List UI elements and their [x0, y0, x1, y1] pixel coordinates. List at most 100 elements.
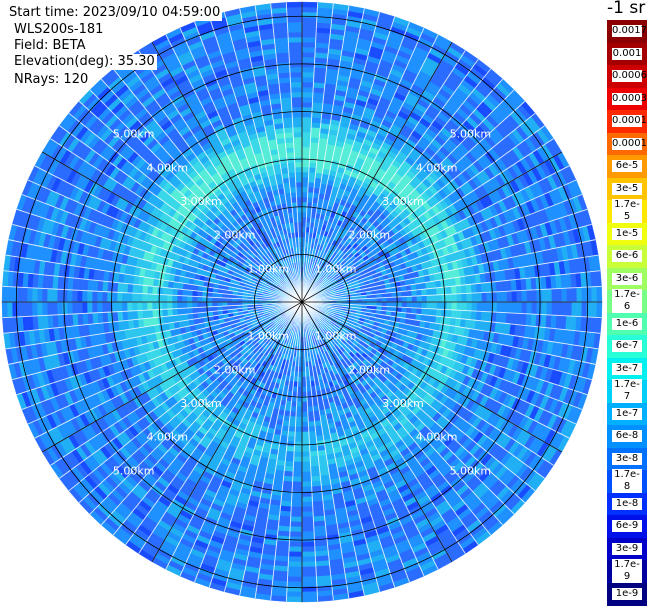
- range-gate: [301, 416, 309, 423]
- range-gate: [284, 465, 294, 472]
- range-gate: [485, 311, 492, 323]
- range-gate: [396, 296, 403, 303]
- range-gate: [301, 541, 316, 548]
- range-gate: [293, 451, 303, 458]
- range-gate: [411, 289, 418, 297]
- range-gate: [301, 421, 309, 428]
- range-gate: [292, 471, 303, 478]
- range-gate: [455, 309, 462, 319]
- range-gate: [436, 308, 443, 317]
- range-gate: [307, 186, 315, 193]
- range-gate: [421, 288, 428, 296]
- range-gate: [294, 431, 303, 438]
- range-gate: [511, 301, 518, 314]
- range-gate: [301, 81, 314, 88]
- range-gate: [476, 301, 483, 312]
- range-gate: [293, 446, 303, 453]
- range-gate: [301, 446, 311, 453]
- range-gate: [297, 386, 303, 393]
- range-gate: [536, 289, 543, 303]
- range-gate: [289, 531, 303, 538]
- range-gate: [288, 426, 296, 433]
- range-gate: [466, 301, 473, 312]
- range-gate: [506, 301, 513, 314]
- range-gate: [286, 596, 303, 603]
- range-gate: [309, 151, 318, 159]
- range-gate: [310, 465, 320, 472]
- range-gate: [308, 171, 316, 178]
- range-gate: [436, 287, 443, 296]
- range-gate: [307, 416, 315, 423]
- range-gate: [310, 475, 322, 482]
- range-gate: [282, 475, 294, 482]
- range-gate: [288, 556, 303, 563]
- range-gate: [310, 132, 320, 139]
- range-gate: [301, 206, 308, 213]
- range-gate: [282, 480, 293, 487]
- range-gate: [285, 455, 295, 462]
- range-gate: [288, 546, 303, 553]
- range-gate: [476, 292, 483, 303]
- range-gate: [445, 286, 453, 295]
- range-gate: [386, 297, 393, 303]
- range-gate: [301, 121, 312, 128]
- range-gate: [426, 294, 433, 303]
- range-gate: [283, 470, 294, 477]
- range-gate: [301, 211, 307, 218]
- range-gate: [301, 41, 316, 48]
- range-gate: [301, 531, 315, 538]
- range-gate: [506, 290, 513, 303]
- range-gate: [486, 301, 493, 313]
- range-gate: [595, 270, 602, 287]
- range-gate: [301, 171, 310, 178]
- range-gate: [301, 151, 311, 158]
- range-gate: [546, 288, 553, 303]
- range-gate: [301, 66, 315, 73]
- range-gate: [301, 471, 312, 478]
- range-gate: [309, 450, 319, 458]
- range-gate: [286, 445, 295, 453]
- range-gate: [301, 496, 313, 503]
- range-gate: [301, 111, 313, 118]
- range-gate: [301, 386, 307, 393]
- range-gate: [317, 2, 334, 9]
- range-gate: [465, 310, 472, 320]
- range-gate: [284, 460, 294, 467]
- range-gate: [416, 295, 423, 303]
- range-gate: [451, 301, 458, 311]
- range-gate: [426, 288, 433, 296]
- range-gate: [496, 291, 503, 303]
- range-gate: [516, 301, 523, 314]
- range-gate: [286, 591, 303, 598]
- range-gate: [531, 301, 538, 315]
- range-gate: [411, 295, 418, 303]
- range-gate: [307, 181, 315, 188]
- range-gate: [290, 521, 303, 528]
- range-gate: [301, 571, 317, 578]
- range-gate: [591, 301, 598, 318]
- range-gate: [386, 301, 393, 307]
- range-gate: [301, 596, 318, 603]
- range-gate: [290, 516, 303, 523]
- range-gate: [289, 536, 303, 543]
- range-gate: [411, 301, 418, 309]
- range-gate: [551, 301, 558, 316]
- range-gate: [308, 426, 316, 433]
- range-gate: [292, 481, 303, 488]
- range-gate: [431, 301, 438, 310]
- range-gate: [301, 461, 311, 468]
- range-gate: [308, 436, 317, 443]
- range-gate: [436, 301, 443, 310]
- range-gate: [287, 431, 296, 438]
- range-gate: [301, 101, 313, 108]
- range-gate: [301, 591, 318, 598]
- range-gate: [301, 46, 316, 53]
- range-gate: [571, 301, 578, 317]
- range-gate: [301, 561, 317, 568]
- range-gate: [281, 485, 293, 492]
- range-gate: [301, 436, 310, 443]
- range-gate: [301, 186, 309, 193]
- range-gate: [317, 595, 334, 602]
- range-gate: [301, 16, 318, 23]
- range-gate: [285, 450, 295, 458]
